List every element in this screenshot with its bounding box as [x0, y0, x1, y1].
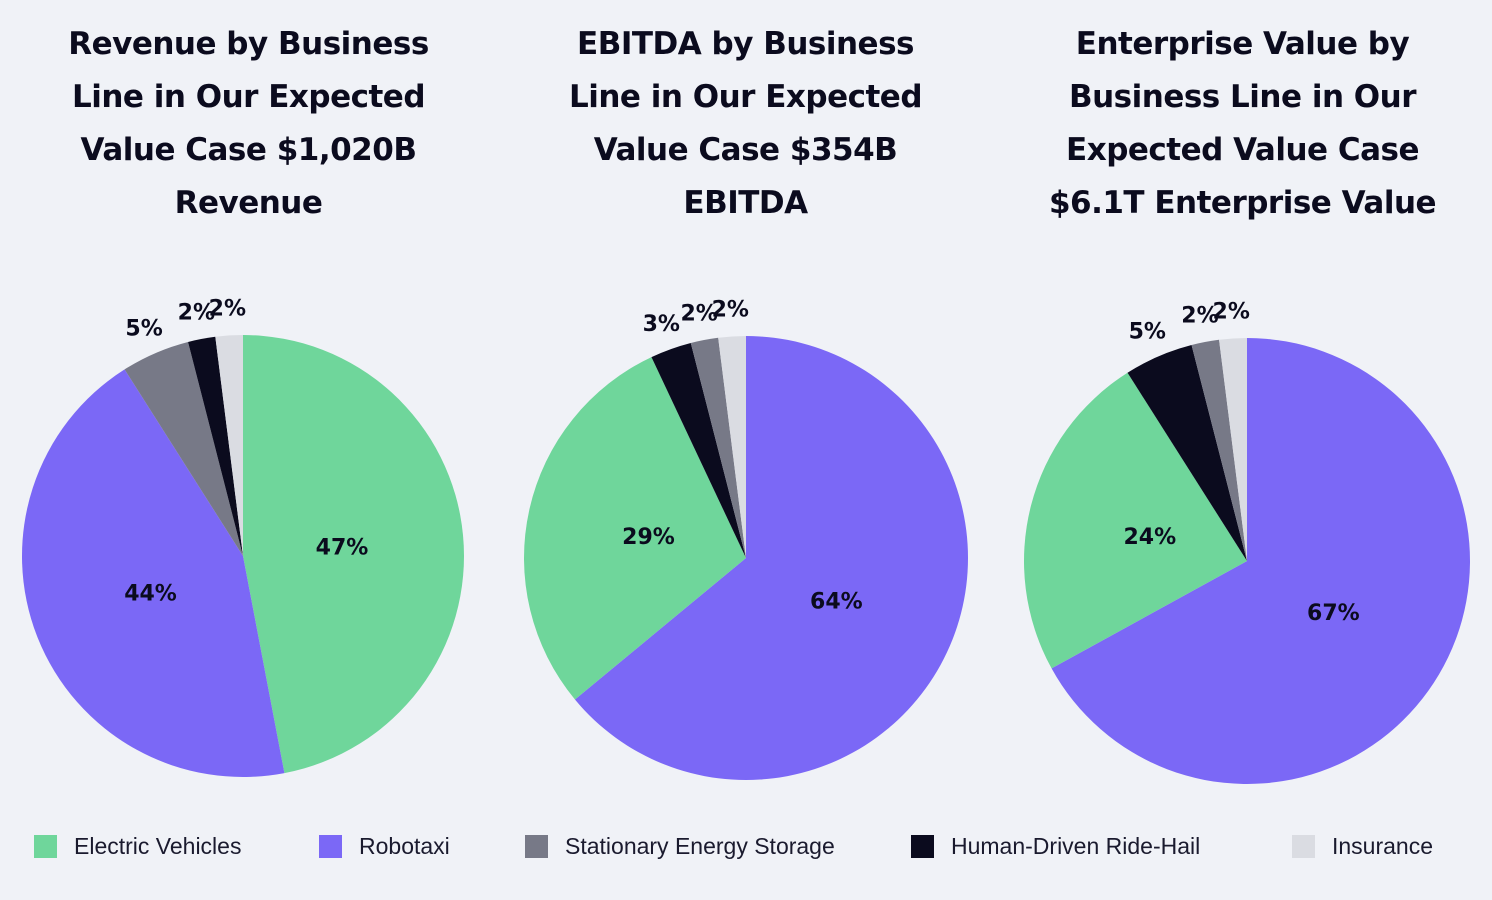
pie-label-insurance: 2% [1213, 299, 1250, 324]
pie-label-insurance: 2% [209, 296, 246, 321]
chart-title-line: EBITDA [683, 185, 808, 221]
revenue-pie-panel: Revenue by Business Line in Our Expected… [0, 0, 497, 800]
pie-slice-electric-vehicles [1024, 372, 1247, 669]
chart-title-line: Value Case $1,020B [80, 132, 417, 168]
pie-slice-stationary-energy-storage [124, 341, 243, 556]
legend-swatch [911, 834, 934, 858]
legend-swatch [525, 834, 548, 858]
legend-swatch [319, 834, 342, 858]
pie-label-insurance: 2% [712, 297, 749, 322]
chart-title-line: EBITDA by Business [577, 26, 914, 62]
legend-item-insurance: Insurance [1292, 826, 1433, 866]
legend-swatch [1292, 834, 1315, 858]
ebitda-pie-chart: 64%29%3% 2%2% [524, 297, 968, 781]
pie-label-human-driven-ride-hail: 3% [643, 312, 680, 337]
pie-label-electric-vehicles: 29% [622, 525, 675, 550]
chart-title-line: Revenue [174, 185, 323, 221]
chart-title: EBITDA by Business Line in Our Expected … [527, 18, 964, 230]
pie-label-stationary-energy-storage: 2% [1181, 303, 1218, 328]
legend-swatch [34, 834, 57, 858]
chart-title: Revenue by Business Line in Our Expected… [30, 18, 467, 230]
legend: Electric Vehicles Robotaxi Stationary En… [0, 826, 1492, 866]
enterprise-value-pie-chart: 67% 24% 5% 2%2% [1024, 299, 1470, 785]
chart-title-line: Revenue by Business [68, 26, 429, 62]
chart-title-line: Expected Value Case [1066, 132, 1419, 168]
pie-label-stationary-energy-storage: 2% [680, 301, 717, 326]
chart-title-line: Value Case $354B [593, 132, 898, 168]
legend-item-human-driven-ride-hail: Human-Driven Ride-Hail [911, 826, 1200, 866]
pie-slice-human-driven-ride-hail [188, 336, 243, 556]
revenue-pie-chart: 47% 44% 5% 2%2% [21, 296, 465, 778]
pie-slice-stationary-energy-storage [690, 337, 746, 558]
pie-slice-stationary-energy-storage [1191, 339, 1247, 561]
chart-title-line: Enterprise Value by [1075, 26, 1410, 62]
chart-title: Enterprise Value by Business Line in Our… [1024, 18, 1461, 230]
chart-title-line: Line in Our Expected [568, 79, 923, 115]
pie-slice-human-driven-ride-hail [1127, 345, 1247, 561]
pie-label-human-driven-ride-hail: 5% [1129, 320, 1166, 345]
pie-label-robotaxi: 44% [124, 582, 177, 607]
pie-label-robotaxi: 67% [1307, 601, 1360, 626]
enterprise-value-pie-panel: Enterprise Value by Business Line in Our… [994, 0, 1491, 800]
pie-slice-human-driven-ride-hail [651, 342, 746, 558]
pie-slice-insurance [215, 335, 243, 556]
legend-label: Stationary Energy Storage [565, 832, 835, 859]
pie-label-robotaxi: 64% [810, 590, 863, 615]
ebitda-pie-panel: EBITDA by Business Line in Our Expected … [497, 0, 994, 800]
chart-title-line: $6.1T Enterprise Value [1048, 185, 1437, 221]
pie-label-electric-vehicles: 24% [1123, 525, 1176, 550]
pie-label-human-driven-ride-hail: 2% [178, 300, 215, 325]
pie-slice-insurance [1219, 338, 1247, 561]
pie-slice-robotaxi [21, 369, 285, 778]
pie-slice-robotaxi [1051, 338, 1470, 785]
pie-slice-robotaxi [574, 336, 968, 781]
legend-item-stationary-energy-storage: Stationary Energy Storage [525, 826, 835, 866]
legend-label: Human-Driven Ride-Hail [951, 832, 1201, 859]
legend-label: Electric Vehicles [74, 832, 242, 859]
legend-label: Robotaxi [359, 832, 450, 859]
pie-label-stationary-energy-storage: 5% [125, 316, 162, 341]
pie-label-electric-vehicles: 47% [316, 536, 369, 561]
legend-item-robotaxi: Robotaxi [319, 826, 450, 866]
pie-slice-electric-vehicles [243, 335, 465, 774]
legend-label: Insurance [1332, 832, 1434, 859]
chart-title-line: Business Line in Our [1068, 79, 1417, 115]
pie-slice-electric-vehicles [524, 357, 746, 700]
pie-slice-insurance [718, 336, 746, 558]
chart-title-line: Line in Our Expected [71, 79, 426, 115]
legend-item-electric-vehicles: Electric Vehicles [34, 826, 241, 866]
